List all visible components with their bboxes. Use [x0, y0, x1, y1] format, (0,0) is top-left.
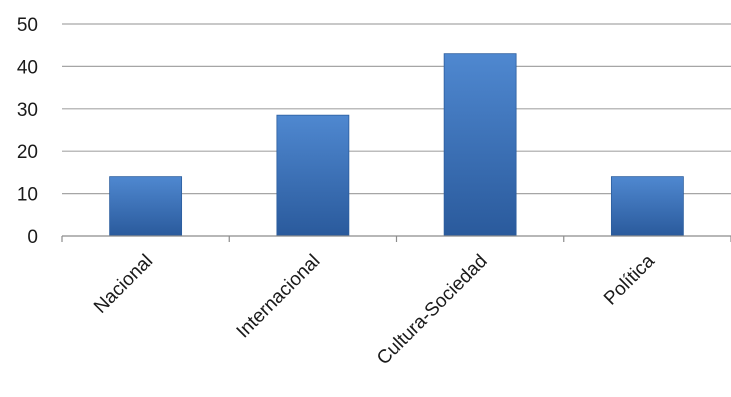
category-label: Cultura-Sociedad [373, 251, 492, 370]
y-tick-label: 10 [17, 185, 38, 206]
bar-pol-tica [610, 176, 684, 237]
x-axis-categories: Nacional Internacional Cultura-Sociedad Pol… [90, 250, 659, 369]
y-tick-label: 30 [17, 100, 38, 121]
y-tick-label: 40 [17, 57, 38, 78]
y-tick-label: 20 [17, 142, 38, 163]
bar-internacional [276, 114, 350, 237]
category-label: Nacional [90, 251, 157, 318]
y-tick-label: 0 [27, 227, 38, 248]
y-axis-ticks: 0 10 20 30 40 50 [17, 15, 38, 248]
bars [109, 53, 684, 237]
category-label: Política [600, 250, 659, 309]
bar-nacional [109, 176, 183, 237]
x-axis [61, 235, 731, 242]
bar-cultura-sociedad [443, 53, 517, 237]
category-label: Internacional [233, 251, 325, 343]
gridlines [62, 23, 731, 195]
y-tick-label: 50 [17, 15, 38, 36]
